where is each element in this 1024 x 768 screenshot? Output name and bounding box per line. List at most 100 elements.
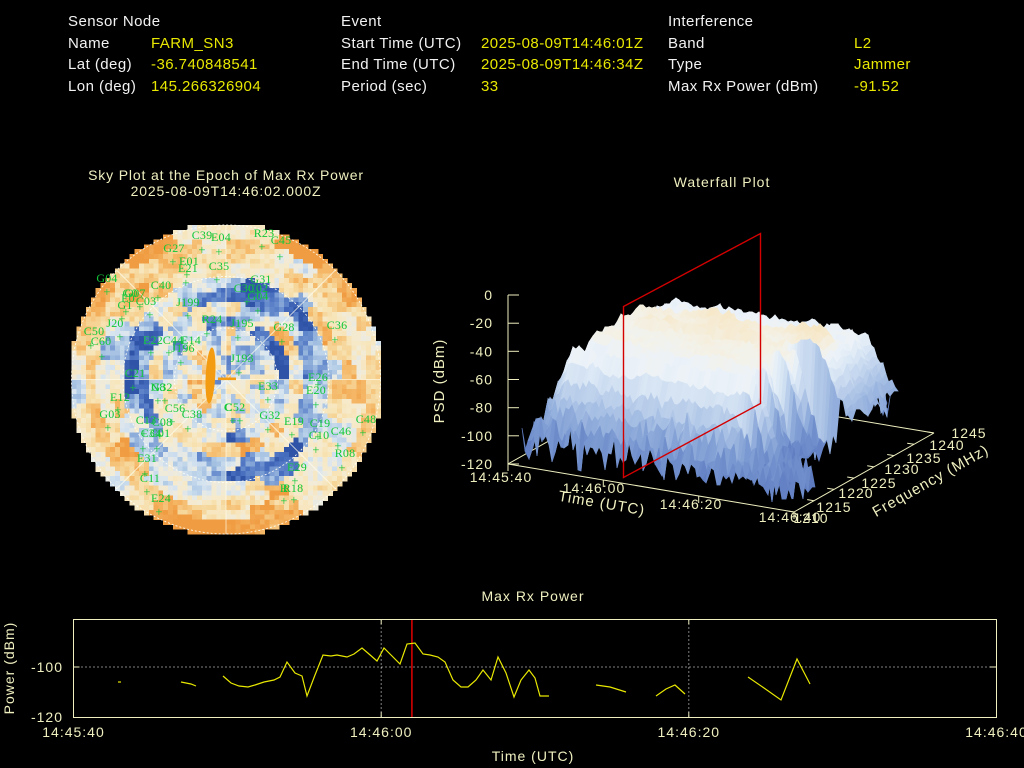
svg-text:1245: 1245 <box>951 425 986 441</box>
svg-text:E04: E04 <box>211 230 231 244</box>
svg-text:E20: E20 <box>306 383 326 397</box>
svg-text:Max Rx Power: Max Rx Power <box>481 588 584 604</box>
svg-text:PSD (dBm): PSD (dBm) <box>431 339 448 424</box>
svg-text:+: + <box>198 243 205 257</box>
svg-text:C39: C39 <box>192 228 213 242</box>
svg-text:E19: E19 <box>284 414 304 428</box>
svg-text:0: 0 <box>484 287 493 303</box>
svg-text:J195: J195 <box>230 316 253 330</box>
svg-text:+: + <box>243 295 250 309</box>
svg-text:+: + <box>264 393 271 407</box>
svg-text:C52: C52 <box>225 400 246 414</box>
svg-text:R23: R23 <box>254 226 275 240</box>
svg-text:+: + <box>229 414 236 428</box>
svg-text:+: + <box>153 442 160 456</box>
svg-text:C35: C35 <box>209 259 230 273</box>
svg-text:+: + <box>116 330 123 344</box>
svg-text:C01: C01 <box>150 426 171 440</box>
svg-text:J199: J199 <box>176 295 199 309</box>
svg-text:E01: E01 <box>179 254 199 268</box>
svg-text:C: C <box>224 400 232 414</box>
svg-text:+: + <box>276 250 283 264</box>
svg-text:J20: J20 <box>106 316 123 330</box>
svg-text:+: + <box>258 240 265 254</box>
svg-text:G07: G07 <box>124 286 145 300</box>
svg-text:E0: E0 <box>121 291 135 305</box>
svg-text:14:46:00: 14:46:00 <box>563 480 626 496</box>
svg-text:1235: 1235 <box>906 450 941 466</box>
svg-text:+: + <box>280 494 287 508</box>
svg-text:C30: C30 <box>234 281 255 295</box>
svg-text:-120: -120 <box>31 709 63 725</box>
svg-text:+: + <box>154 394 161 408</box>
svg-text:N8: N8 <box>150 380 165 394</box>
svg-text:-100: -100 <box>31 659 63 675</box>
svg-text:+: + <box>183 268 190 282</box>
svg-text:R24: R24 <box>202 312 223 326</box>
svg-text:+: + <box>177 356 184 370</box>
svg-text:1225: 1225 <box>861 475 896 491</box>
svg-text:+: + <box>136 300 143 314</box>
svg-text:+: + <box>312 443 319 457</box>
svg-text:C48: C48 <box>356 412 377 426</box>
svg-text:G27: G27 <box>163 241 184 255</box>
svg-text:C10: C10 <box>309 428 330 442</box>
svg-text:+: + <box>168 415 175 429</box>
svg-text:C21: C21 <box>125 366 146 380</box>
svg-text:+: + <box>103 285 110 299</box>
svg-text:+: + <box>334 439 341 453</box>
svg-text:1230: 1230 <box>884 461 919 477</box>
svg-text:14:46:20: 14:46:20 <box>660 496 723 512</box>
svg-text:E26: E26 <box>308 370 328 384</box>
svg-text:E31: E31 <box>137 451 157 465</box>
svg-text:+: + <box>314 378 321 392</box>
svg-text:+: + <box>118 312 125 326</box>
svg-text:R08: R08 <box>335 446 356 460</box>
svg-text:+: + <box>156 429 163 443</box>
svg-text:+: + <box>139 442 146 456</box>
svg-text:-120: -120 <box>461 456 493 472</box>
svg-text:+: + <box>236 414 243 428</box>
svg-text:R18: R18 <box>283 481 304 495</box>
svg-text:1220: 1220 <box>838 485 873 501</box>
svg-text:C44: C44 <box>163 333 184 347</box>
svg-text:1240: 1240 <box>929 437 964 453</box>
svg-text:J193: J193 <box>230 351 253 365</box>
svg-text:+: + <box>140 427 147 441</box>
svg-text:J196: J196 <box>171 341 194 355</box>
svg-text:+: + <box>146 308 153 322</box>
svg-text:+: + <box>234 331 241 345</box>
svg-text:+: + <box>169 255 176 269</box>
svg-text:+: + <box>141 467 148 481</box>
svg-text:-100: -100 <box>461 428 493 444</box>
svg-text:+: + <box>254 286 261 300</box>
svg-text:+: + <box>288 428 295 442</box>
svg-text:14:45:40: 14:45:40 <box>470 469 533 485</box>
svg-text:+: + <box>114 403 121 417</box>
svg-text:+: + <box>264 423 271 437</box>
svg-text:+: + <box>161 394 168 408</box>
svg-text:+: + <box>213 273 220 287</box>
svg-text:+: + <box>98 350 105 364</box>
svg-text:G04: G04 <box>96 271 117 285</box>
svg-text:1210: 1210 <box>793 510 828 526</box>
svg-text:R: R <box>280 481 288 495</box>
svg-text:14:46:40: 14:46:40 <box>759 509 822 525</box>
svg-text:1215: 1215 <box>816 499 851 515</box>
svg-text:E33: E33 <box>258 379 278 393</box>
svg-text:E24: E24 <box>151 491 171 505</box>
svg-text:Waterfall Plot: Waterfall Plot <box>674 174 771 190</box>
svg-text:+: + <box>182 276 189 290</box>
svg-text:E21: E21 <box>178 261 198 275</box>
svg-text:+: + <box>331 333 338 347</box>
svg-text:G32: G32 <box>151 380 172 394</box>
svg-text:G31: G31 <box>250 272 271 286</box>
svg-text:E29: E29 <box>287 460 307 474</box>
svg-text:-80: -80 <box>470 400 493 416</box>
svg-text:G03: G03 <box>99 407 120 421</box>
svg-text:+: + <box>143 485 150 499</box>
svg-text:G0: G0 <box>122 286 137 300</box>
svg-text:+: + <box>154 291 161 305</box>
svg-text:C45: C45 <box>271 233 292 247</box>
svg-text:C56: C56 <box>165 401 186 415</box>
